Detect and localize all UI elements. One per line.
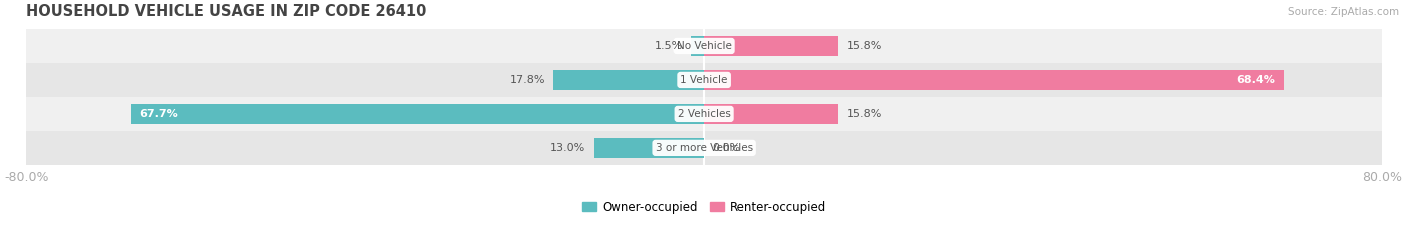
Text: 13.0%: 13.0% xyxy=(550,143,585,153)
Bar xyxy=(27,131,1382,165)
Bar xyxy=(704,36,838,56)
Bar xyxy=(27,63,1382,97)
Bar xyxy=(131,104,704,124)
Text: 1 Vehicle: 1 Vehicle xyxy=(681,75,728,85)
Text: 15.8%: 15.8% xyxy=(846,109,882,119)
Bar xyxy=(692,36,704,56)
Text: 2 Vehicles: 2 Vehicles xyxy=(678,109,731,119)
Text: 67.7%: 67.7% xyxy=(139,109,177,119)
Text: HOUSEHOLD VEHICLE USAGE IN ZIP CODE 26410: HOUSEHOLD VEHICLE USAGE IN ZIP CODE 2641… xyxy=(27,4,427,19)
Legend: Owner-occupied, Renter-occupied: Owner-occupied, Renter-occupied xyxy=(582,201,825,214)
Bar xyxy=(554,70,704,90)
Text: Source: ZipAtlas.com: Source: ZipAtlas.com xyxy=(1288,7,1399,17)
Text: 15.8%: 15.8% xyxy=(846,41,882,51)
Bar xyxy=(27,97,1382,131)
Text: 0.0%: 0.0% xyxy=(713,143,741,153)
Bar xyxy=(593,138,704,158)
Text: 68.4%: 68.4% xyxy=(1236,75,1275,85)
Bar xyxy=(704,104,838,124)
Bar xyxy=(704,70,1284,90)
Text: 1.5%: 1.5% xyxy=(655,41,683,51)
Text: 17.8%: 17.8% xyxy=(509,75,546,85)
Text: 3 or more Vehicles: 3 or more Vehicles xyxy=(655,143,752,153)
Text: No Vehicle: No Vehicle xyxy=(676,41,731,51)
Bar xyxy=(27,29,1382,63)
